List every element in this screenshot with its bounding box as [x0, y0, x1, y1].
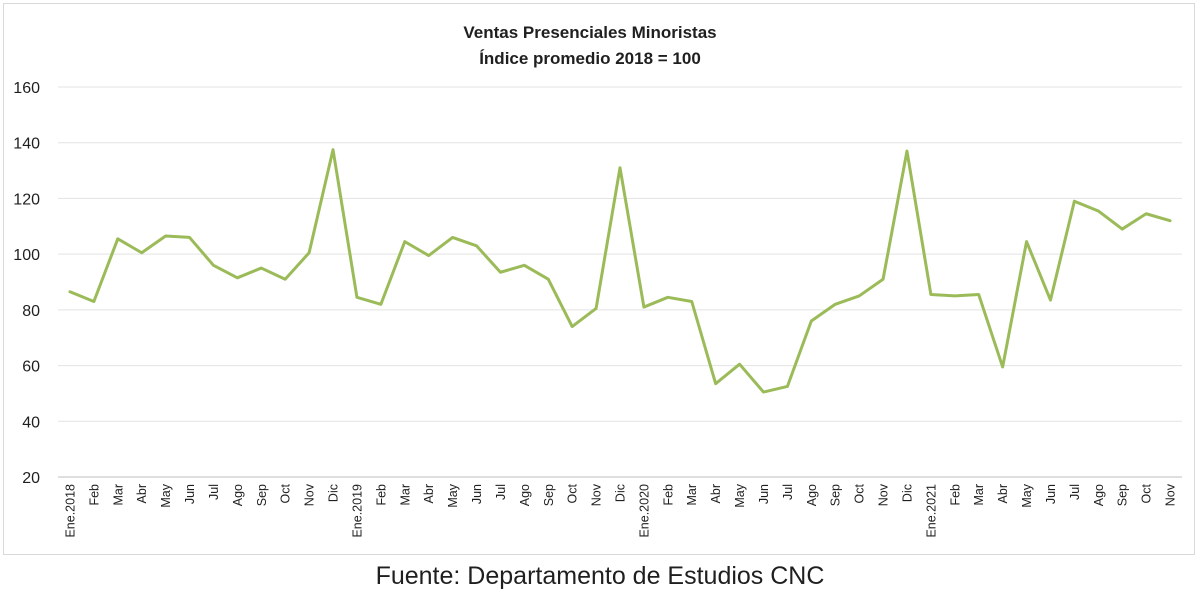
x-tick-label: May [446, 483, 460, 507]
x-tick-label: Sep [542, 484, 556, 506]
x-tick-label: Oct [853, 483, 867, 503]
series-layer [68, 148, 1172, 394]
series-line [68, 148, 1172, 394]
x-tick-label: Mar [972, 484, 986, 506]
x-tick-label: Jul [781, 484, 795, 500]
x-tick-label: Oct [1140, 483, 1154, 503]
x-tick-label: Nov [877, 483, 891, 506]
x-tick-label: Jun [470, 484, 484, 504]
y-tick-label: 80 [22, 303, 40, 320]
y-tick-label: 120 [13, 191, 40, 208]
x-tick-label: Feb [948, 484, 962, 506]
y-tick-label: 20 [22, 470, 40, 487]
x-tick-label: Jul [494, 484, 508, 500]
x-tick-label: Oct [279, 483, 293, 503]
x-axis-tick-labels: Ene.2018 Feb Mar Abr May Jun Jul Ago Sep Oct Nov Di… [63, 483, 1177, 537]
chart-subtitle: Índice promedio 2018 = 100 [479, 49, 701, 68]
x-tick-label: Abr [996, 484, 1010, 503]
x-tick-label: Mar [685, 484, 699, 506]
y-tick-label: 160 [13, 80, 40, 97]
x-tick-label: Abr [135, 484, 149, 503]
x-tick-label: Nov [1164, 483, 1178, 506]
gridlines [58, 86, 1182, 478]
x-tick-label: Oct [566, 483, 580, 503]
x-tick-label: Dic [614, 484, 628, 502]
x-tick-label: Ene.2020 [637, 484, 651, 538]
x-tick-label: Jun [183, 484, 197, 504]
y-tick-label: 60 [22, 359, 40, 376]
x-tick-label: Feb [374, 484, 388, 506]
x-tick-label: May [1020, 483, 1034, 507]
y-tick-label: 100 [13, 247, 40, 264]
chart-title: Ventas Presenciales Minoristas [463, 23, 716, 42]
x-tick-label: Jul [207, 484, 221, 500]
line-chart: Ventas Presenciales Minoristas Índice pr… [13, 23, 1182, 538]
x-tick-label: Mar [398, 484, 412, 506]
y-axis-tick-labels: 20 40 60 80 100 120 140 160 [13, 80, 40, 487]
x-tick-label: Feb [87, 484, 101, 506]
x-tick-label: Nov [303, 483, 317, 506]
x-tick-label: Jun [757, 484, 771, 504]
x-tick-label: Feb [661, 484, 675, 506]
x-tick-label: Nov [590, 483, 604, 506]
x-tick-label: Ago [518, 484, 532, 506]
x-tick-label: Sep [829, 484, 843, 506]
x-tick-label: Abr [422, 484, 436, 503]
x-tick-label: Dic [327, 484, 341, 502]
source-note: Fuente: Departamento de Estudios CNC [375, 562, 825, 590]
x-tick-label: Jul [1068, 484, 1082, 500]
chart-frame [3, 3, 1195, 555]
x-tick-label: Jun [1044, 484, 1058, 504]
x-tick-label: Dic [900, 484, 914, 502]
x-tick-label: Sep [1116, 484, 1130, 506]
x-tick-label: Ene.2019 [350, 484, 364, 538]
y-tick-label: 40 [22, 414, 40, 431]
x-tick-label: Sep [255, 484, 269, 506]
x-tick-label: Ago [231, 484, 245, 506]
x-tick-label: Ago [805, 484, 819, 506]
x-tick-label: Abr [709, 484, 723, 503]
x-tick-label: May [733, 483, 747, 507]
x-tick-label: May [159, 483, 173, 507]
x-tick-label: Ago [1092, 484, 1106, 506]
x-tick-label: Ene.2018 [63, 484, 77, 538]
y-tick-label: 140 [13, 136, 40, 153]
x-tick-label: Mar [111, 484, 125, 506]
x-tick-label: Ene.2021 [924, 484, 938, 538]
